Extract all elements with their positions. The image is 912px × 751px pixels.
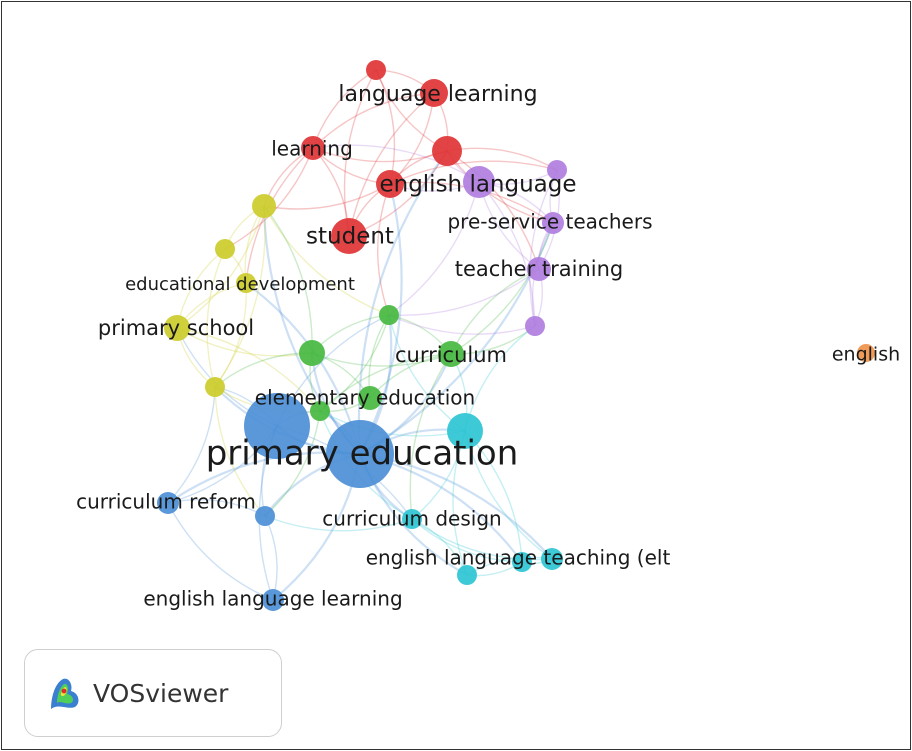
network-edge bbox=[411, 518, 523, 563]
network-node[interactable] bbox=[299, 340, 325, 366]
network-edge bbox=[311, 352, 452, 367]
network-edge bbox=[409, 353, 452, 520]
network-edge bbox=[377, 183, 391, 316]
label-teacher-training[interactable]: teacher training bbox=[455, 257, 623, 281]
network-edge bbox=[478, 181, 536, 327]
network-edge bbox=[319, 314, 390, 412]
node-student[interactable] bbox=[331, 218, 367, 254]
network-edge bbox=[206, 248, 226, 388]
node-english[interactable] bbox=[857, 344, 875, 362]
node-teacher-training[interactable] bbox=[527, 257, 551, 281]
node-elementary-education[interactable] bbox=[358, 386, 382, 410]
label-curriculum[interactable]: curriculum bbox=[395, 343, 507, 367]
network-node[interactable] bbox=[547, 160, 567, 180]
network-node[interactable] bbox=[310, 401, 330, 421]
network-edge bbox=[176, 327, 321, 412]
node-curriculum-reform[interactable] bbox=[157, 492, 179, 514]
network-node[interactable] bbox=[252, 194, 276, 218]
network-edge bbox=[312, 147, 448, 163]
label-educational-development[interactable]: educational development bbox=[125, 274, 355, 295]
label-elementary-education[interactable]: elementary education bbox=[255, 386, 475, 410]
vosviewer-logo-icon bbox=[51, 678, 79, 709]
network-edge bbox=[411, 518, 553, 561]
node-language-learning[interactable] bbox=[420, 79, 448, 107]
network-edge bbox=[264, 410, 321, 517]
network-edge bbox=[343, 69, 377, 237]
network-node[interactable] bbox=[244, 393, 310, 459]
network-node[interactable] bbox=[379, 305, 399, 325]
node-english-language-learning[interactable] bbox=[262, 589, 284, 611]
network-node[interactable] bbox=[205, 377, 225, 397]
node-curriculum[interactable] bbox=[438, 341, 464, 367]
network-node[interactable] bbox=[457, 565, 477, 585]
network-edge bbox=[167, 386, 216, 504]
network-edge bbox=[263, 205, 313, 354]
network-edge bbox=[312, 92, 435, 149]
node-curriculum-design[interactable] bbox=[402, 509, 422, 529]
network-edge bbox=[359, 183, 403, 455]
node-educational-development[interactable] bbox=[236, 273, 256, 293]
network-node[interactable] bbox=[432, 136, 462, 166]
network-node[interactable] bbox=[447, 413, 483, 449]
network-node[interactable] bbox=[525, 316, 545, 336]
network-node[interactable] bbox=[366, 60, 386, 80]
label-primary-education[interactable]: primary education bbox=[206, 434, 519, 474]
network-edge bbox=[245, 147, 314, 284]
label-curriculum-reform[interactable]: curriculum reform bbox=[76, 490, 256, 514]
node-english-language-teaching[interactable] bbox=[541, 548, 563, 570]
node-english-language[interactable] bbox=[376, 170, 404, 198]
network-edge bbox=[464, 325, 536, 432]
node-learning[interactable] bbox=[301, 136, 325, 160]
network-edge bbox=[262, 205, 361, 455]
network-edge bbox=[388, 314, 536, 335]
label-english-language-learning[interactable]: english language learning bbox=[143, 587, 402, 611]
network-edge bbox=[389, 160, 558, 185]
node-layer bbox=[157, 60, 875, 611]
label-learning[interactable]: learning bbox=[271, 137, 353, 161]
network-node[interactable] bbox=[512, 552, 532, 572]
network-edge bbox=[224, 147, 314, 250]
network-edge bbox=[446, 150, 540, 270]
network-edge bbox=[319, 353, 452, 412]
network-edge bbox=[450, 222, 554, 355]
network-edge bbox=[450, 268, 540, 355]
network-edge bbox=[214, 205, 266, 388]
network-edge bbox=[214, 386, 266, 517]
node-primary-education[interactable] bbox=[326, 420, 394, 488]
network-edge bbox=[167, 502, 274, 601]
vosviewer-badge: VOSviewer bbox=[24, 649, 282, 737]
network-edge bbox=[264, 515, 413, 532]
network-node[interactable] bbox=[255, 506, 275, 526]
network-edge bbox=[263, 183, 391, 210]
label-pre-service-teachers[interactable]: pre-service teachers bbox=[447, 210, 652, 234]
network-node[interactable] bbox=[463, 166, 495, 198]
label-student[interactable]: student bbox=[306, 224, 394, 250]
node-pre-service-teachers[interactable] bbox=[542, 212, 564, 234]
network-edge bbox=[348, 92, 435, 237]
network-edge bbox=[529, 169, 558, 327]
network-edge bbox=[388, 268, 540, 316]
node-primary-school[interactable] bbox=[164, 315, 190, 341]
label-english-language[interactable]: english language bbox=[379, 172, 576, 198]
network-edge bbox=[214, 282, 247, 388]
label-language-learning[interactable]: language learning bbox=[338, 82, 537, 107]
network-edge bbox=[263, 205, 390, 316]
label-primary-school[interactable]: primary school bbox=[98, 316, 254, 340]
network-edge bbox=[464, 430, 553, 560]
network-edge bbox=[176, 205, 265, 329]
vosviewer-brand-text: VOSviewer bbox=[93, 678, 229, 708]
network-edge bbox=[312, 144, 480, 183]
label-layer: language learning learning english languag… bbox=[76, 82, 900, 611]
label-curriculum-design[interactable]: curriculum design bbox=[322, 507, 501, 531]
network-edge bbox=[176, 327, 313, 357]
network-node[interactable] bbox=[215, 239, 235, 259]
network-edge bbox=[357, 150, 448, 455]
label-english[interactable]: english bbox=[832, 344, 900, 366]
network-edge bbox=[388, 181, 480, 316]
label-english-language-teaching[interactable]: english language teaching (elt bbox=[366, 546, 671, 570]
